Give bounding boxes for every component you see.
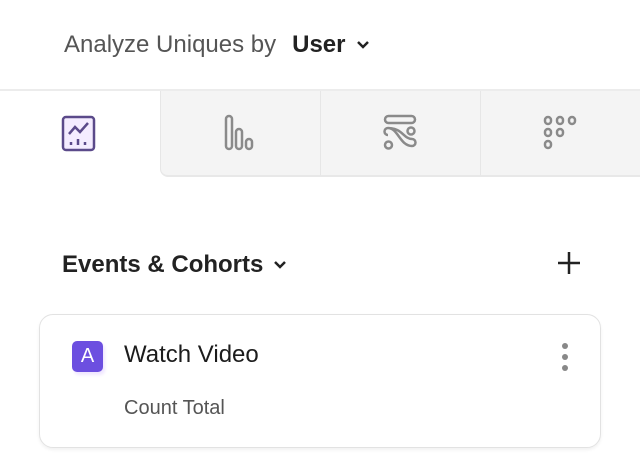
events-cohorts-section: Events & Cohorts <box>62 248 582 282</box>
chart-type-tabs <box>0 91 640 177</box>
analyze-by-value: User <box>292 30 346 58</box>
event-letter-badge: A <box>72 341 103 372</box>
event-measure[interactable]: Count Total <box>124 397 225 419</box>
section-title[interactable]: Events & Cohorts <box>62 251 264 278</box>
flows-icon <box>382 114 417 150</box>
event-name[interactable]: Watch Video <box>124 341 259 368</box>
tab-retention[interactable] <box>480 91 640 177</box>
retention-grid-icon <box>543 115 576 150</box>
chevron-down-icon[interactable] <box>273 260 287 270</box>
analyze-by-header: Analyze Uniques by User <box>0 0 640 91</box>
tab-insights[interactable] <box>0 91 160 177</box>
tab-flows[interactable] <box>320 91 480 177</box>
more-options-icon[interactable] <box>560 343 570 371</box>
analyze-by-label: Analyze Uniques by <box>64 30 277 58</box>
bar-chart-icon <box>224 114 253 151</box>
insights-chart-icon <box>61 115 96 152</box>
analyze-by-dropdown[interactable]: User <box>292 31 369 59</box>
chevron-down-icon <box>356 40 369 49</box>
tab-bar-chart[interactable] <box>160 91 320 177</box>
event-card[interactable]: A Watch Video Count Total <box>39 314 601 448</box>
add-event-button[interactable] <box>556 250 582 276</box>
